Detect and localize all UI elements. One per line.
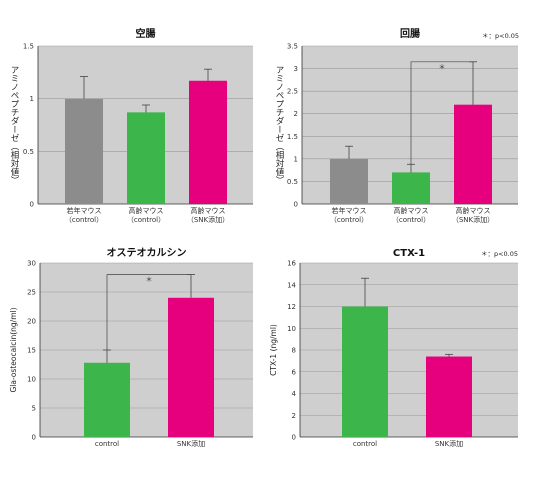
x-tick-label: SNK添加 — [435, 439, 463, 448]
y-tick-label: 4 — [292, 390, 297, 398]
y-tick-label: 1 — [30, 95, 34, 103]
y-axis-label: Gla-osteocalcin(ng/ml) — [9, 307, 18, 392]
y-tick-label: 5 — [32, 405, 36, 413]
bar — [168, 297, 214, 437]
significance-note: ＊：p<0.05 — [482, 32, 519, 40]
chart-4: 0 2 4 6 8 10 12 14 16 CTX-1 CTX-1 (ng/ml) control SN… — [269, 248, 518, 448]
x-tick-label: control — [353, 440, 377, 448]
chart-1: 00.511.5空腸アミノペプチダーゼ（相対値）若年マウス（control）高齢… — [9, 27, 253, 224]
y-tick-label: 0 — [30, 201, 34, 209]
bar — [454, 104, 492, 204]
y-tick-label: 8 — [292, 347, 296, 355]
x-tick-label: 高齢マウス — [456, 206, 491, 215]
chart-title: 回腸 — [400, 27, 420, 40]
x-tick-label: （control） — [65, 216, 103, 224]
y-tick-label: 1.5 — [23, 43, 34, 51]
y-tick-label: 1.5 — [287, 133, 298, 141]
x-tick-label: 若年マウス — [332, 206, 367, 215]
y-tick-label: 30 — [27, 260, 36, 268]
y-tick-label: 10 — [287, 325, 296, 333]
x-tick-label: 高齢マウス — [394, 206, 429, 215]
significance-bracket — [106, 274, 191, 350]
y-tick-label: 12 — [287, 303, 296, 311]
x-tick-label: （control） — [127, 216, 165, 224]
significance-mark: ＊ — [146, 276, 153, 284]
bar — [127, 112, 165, 204]
x-tick-label: control — [95, 440, 119, 448]
x-tick-label: （control） — [330, 216, 368, 224]
x-tick-label: 高齢マウス — [129, 206, 164, 215]
chart-3: 0 5 10 15 20 25 30 オステオカルシン Gla-osteocalcin(ng/m… — [9, 247, 253, 448]
bar — [342, 306, 388, 437]
bar — [426, 356, 472, 437]
bar — [84, 362, 130, 437]
chart-title: CTX-1 — [393, 248, 425, 259]
x-tick-label: （SNK添加） — [452, 215, 494, 224]
x-tick-label: （control） — [392, 216, 430, 224]
y-tick-label: 25 — [27, 289, 36, 297]
y-tick-label: 15 — [27, 347, 36, 355]
bar — [392, 172, 430, 204]
significance-note: ＊：p<0.05 — [481, 250, 518, 258]
y-tick-label: 3 — [294, 65, 298, 73]
significance-bracket — [410, 61, 473, 165]
x-tick-label: 若年マウス — [67, 206, 102, 215]
y-tick-label: 0.5 — [287, 178, 298, 186]
y-tick-label: 2 — [292, 412, 296, 420]
y-tick-label: 2.5 — [287, 88, 298, 96]
y-tick-label: 14 — [287, 281, 296, 289]
chart-title: オステオカルシン — [107, 247, 187, 259]
y-tick-label: 16 — [287, 260, 296, 268]
x-tick-label: （SNK添加） — [187, 215, 229, 224]
bar — [330, 158, 368, 204]
y-tick-label: 6 — [292, 368, 297, 376]
y-tick-label: 2 — [294, 110, 298, 118]
y-tick-label: 0 — [32, 434, 36, 442]
y-axis-label: アミノペプチダーゼ（相対値） — [274, 66, 284, 185]
y-tick-label: 0 — [294, 201, 298, 209]
significance-mark: ＊ — [439, 63, 446, 71]
x-tick-label: SNK添加 — [177, 439, 205, 448]
y-tick-label: 20 — [27, 318, 36, 326]
y-tick-label: 3.5 — [287, 43, 298, 51]
y-axis-label: アミノペプチダーゼ（相対値） — [9, 66, 19, 185]
bar — [65, 98, 103, 204]
y-tick-label: 1 — [294, 155, 298, 163]
chart-2: 00.511.522.533.5回腸アミノペプチダーゼ（相対値）若年マウス（co… — [274, 27, 518, 224]
y-axis-label: CTX-1 (ng/ml) — [269, 324, 278, 376]
x-tick-label: 高齢マウス — [191, 206, 226, 215]
chart-title: 空腸 — [136, 27, 156, 40]
y-tick-label: 0.5 — [23, 148, 34, 156]
bar — [189, 80, 227, 204]
y-tick-label: 10 — [27, 376, 36, 384]
y-tick-label: 0 — [292, 434, 296, 442]
